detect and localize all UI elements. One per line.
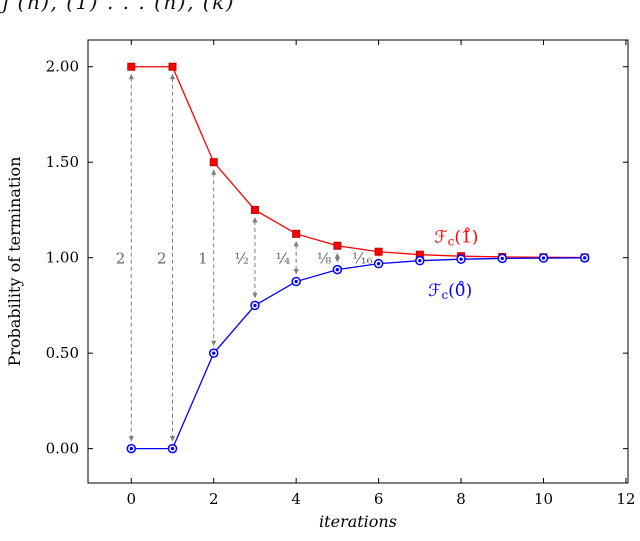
gap-arrowhead-down xyxy=(252,292,258,299)
gap-label: ¹⁄₁₆ xyxy=(352,249,373,267)
marker-circle-dot xyxy=(294,279,298,284)
x-tick-label: 2 xyxy=(209,490,219,508)
marker-square xyxy=(374,247,383,256)
marker-circle-dot xyxy=(129,446,133,451)
series-line-red xyxy=(131,66,585,259)
x-tick-label: 12 xyxy=(616,490,635,508)
x-tick-label: 4 xyxy=(291,490,301,508)
marker-square xyxy=(168,62,177,71)
marker-circle-dot xyxy=(376,261,381,266)
marker-circle-dot xyxy=(583,256,587,260)
gap-arrowhead-down xyxy=(211,340,217,347)
marker-circle-dot xyxy=(418,258,422,263)
x-tick-label: 0 xyxy=(127,490,137,508)
gap-arrowhead-down xyxy=(169,436,176,442)
y-axis-label: Probability of termination xyxy=(5,157,24,367)
gap-arrowhead-up xyxy=(293,240,299,247)
gap-arrowhead-up xyxy=(334,252,340,259)
x-tick-label: 8 xyxy=(456,490,466,508)
gap-arrowhead-up xyxy=(128,73,134,80)
marker-circle-dot xyxy=(253,303,257,308)
gap-label: ¼ xyxy=(276,249,291,267)
marker-square xyxy=(333,241,342,250)
y-tick-label: 0.00 xyxy=(46,440,79,458)
y-tick-label: 2.00 xyxy=(46,58,79,76)
axis-frame xyxy=(87,39,629,484)
y-tick-label: 1.50 xyxy=(46,153,79,171)
gap-arrowhead-up xyxy=(252,216,258,223)
legend-label-zero: ℱc(0̊) xyxy=(428,281,472,302)
gap-label: ⅛ xyxy=(317,249,332,267)
marker-square xyxy=(127,62,136,71)
legend-label-one: ℱc(1̊) xyxy=(434,227,478,248)
marker-circle-dot xyxy=(335,267,340,272)
marker-circle-dot xyxy=(170,446,175,451)
marker-circle-dot xyxy=(500,256,504,261)
y-tick-label: 1.00 xyxy=(46,249,79,267)
y-tick-label: 0.50 xyxy=(46,344,79,362)
x-tick-label: 6 xyxy=(374,490,384,508)
series-line-blue xyxy=(131,257,585,450)
marker-square xyxy=(209,158,218,167)
gap-arrowhead-down xyxy=(334,257,340,263)
marker-square xyxy=(292,229,301,238)
gap-label: 2 xyxy=(116,249,126,267)
marker-square xyxy=(250,205,259,214)
gap-arrowhead-up xyxy=(211,169,217,175)
marker-circle-dot xyxy=(459,257,463,261)
cropped-formula-text: ȷ (n), (1) . . . (n), (k) xyxy=(2,0,236,14)
gap-label: ½ xyxy=(234,249,249,267)
gap-label: 1 xyxy=(198,249,208,267)
gap-label: 2 xyxy=(157,249,167,267)
gap-arrowhead-up xyxy=(169,73,176,80)
marker-circle-dot xyxy=(541,256,546,260)
x-tick-label: 10 xyxy=(534,490,553,508)
gap-arrowhead-down xyxy=(128,436,134,442)
x-axis-label: iterations xyxy=(319,512,397,531)
marker-circle-dot xyxy=(212,351,216,355)
gap-arrowhead-down xyxy=(293,269,299,275)
